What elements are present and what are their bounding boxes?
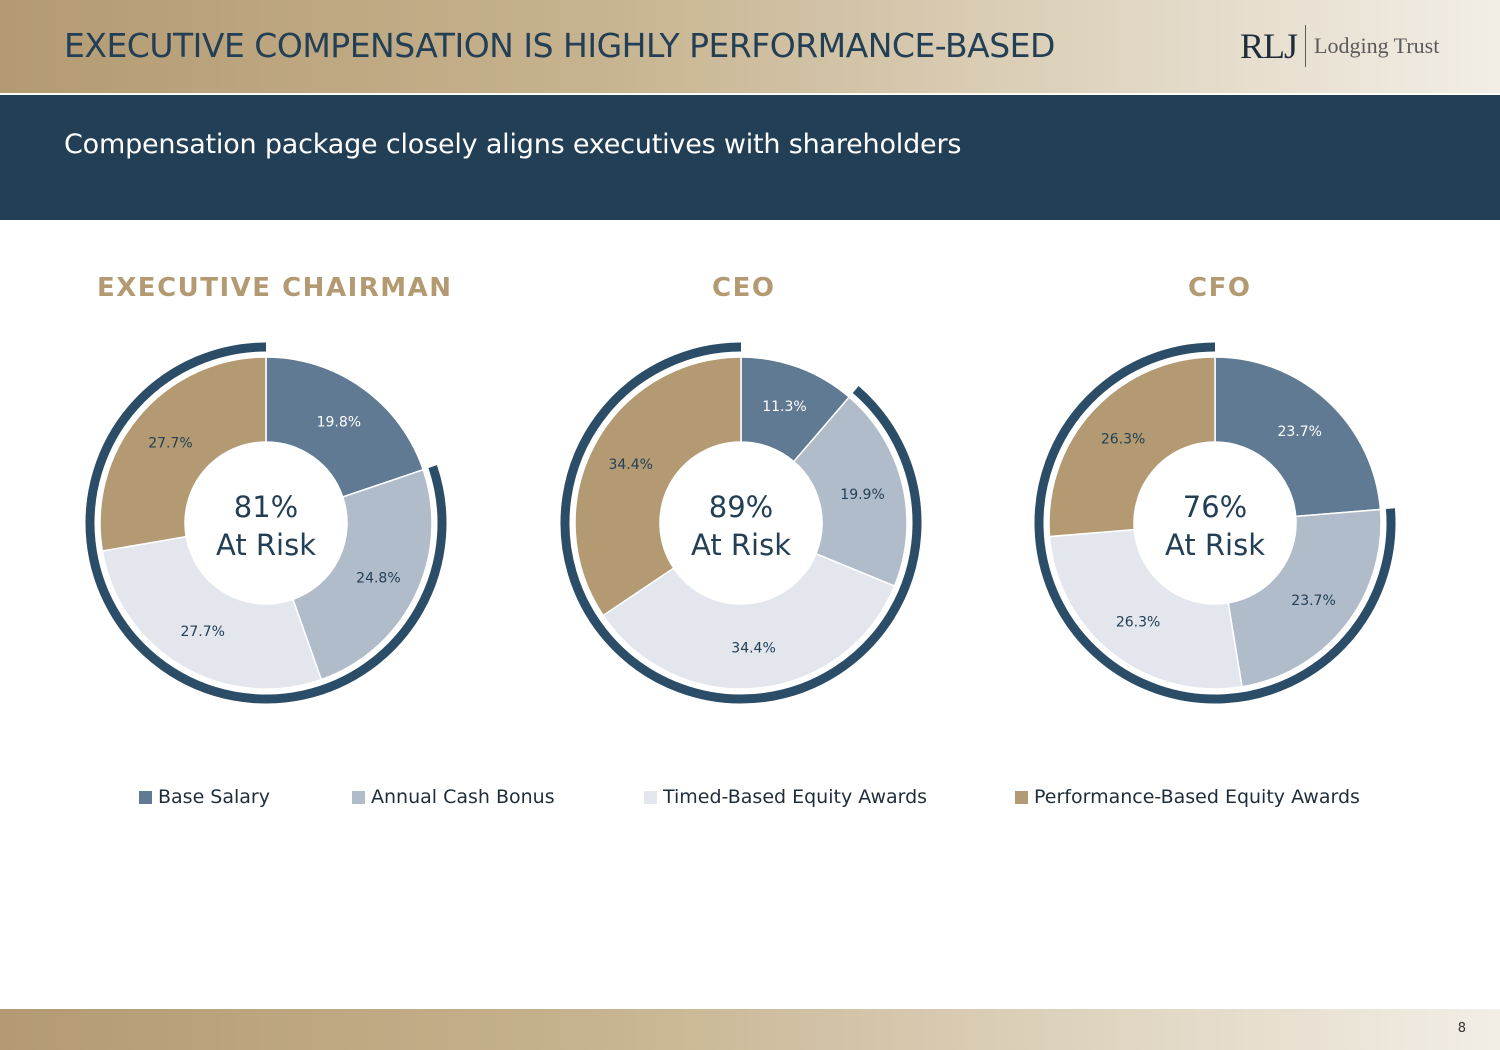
pie-slice-timed-based-equity-awards (1048, 528, 1243, 690)
slice-data-label: 26.3% (1101, 431, 1145, 447)
center-at-risk-value: 89% (709, 490, 773, 524)
company-logo: RLJ Lodging Trust (1240, 24, 1439, 68)
slice-data-label: 23.7% (1291, 593, 1335, 609)
center-at-risk-value: 81% (234, 490, 298, 524)
donut-hole (1135, 443, 1295, 603)
chart-title-ceo: CEO (712, 273, 776, 303)
donut-hole (186, 443, 346, 603)
center-at-risk-label: At Risk (1165, 528, 1265, 562)
chart-title-executive-chairman: EXECUTIVE CHAIRMAN (97, 273, 453, 303)
page-number: 8 (1457, 1021, 1466, 1036)
legend-label: Performance-Based Equity Awards (1034, 786, 1360, 808)
top-banner: EXECUTIVE COMPENSATION IS HIGHLY PERFORM… (0, 0, 1500, 93)
subtitle-band: Compensation package closely aligns exec… (0, 95, 1500, 220)
at-risk-arc (1034, 342, 1396, 704)
pie-slice-timed-based-equity-awards (602, 552, 896, 690)
pie-slice-performance-based-equity-awards (574, 356, 742, 617)
legend-swatch (352, 790, 365, 804)
legend-swatch (1015, 790, 1028, 804)
at-risk-arc (560, 342, 922, 704)
logo-mark: RLJ (1240, 26, 1298, 66)
pie-slice-timed-based-equity-awards (101, 535, 323, 690)
slice-data-label: 19.8% (317, 414, 361, 430)
pie-slice-performance-based-equity-awards (99, 356, 267, 552)
legend-label: Base Salary (158, 786, 270, 808)
donut-chart-1: 11.3% 19.9% 34.4% 34.4% 89% At Risk (560, 342, 922, 704)
bottom-banner: 8 (0, 1009, 1500, 1050)
pie-slice-base-salary (1214, 356, 1382, 518)
pie-slice-annual-cash-bonus (1227, 508, 1382, 688)
pie-slice-annual-cash-bonus (292, 468, 433, 681)
center-at-risk-label: At Risk (691, 528, 791, 562)
legend-item-annual-cash-bonus: Annual Cash Bonus (352, 786, 555, 808)
legend-swatch (644, 790, 657, 804)
slice-data-label: 27.7% (148, 435, 192, 451)
page-title: EXECUTIVE COMPENSATION IS HIGHLY PERFORM… (64, 26, 1055, 65)
donut-hole (661, 443, 821, 603)
legend-item-timed-based-equity: Timed-Based Equity Awards (644, 786, 927, 808)
logo-divider (1305, 25, 1307, 67)
slice-data-label: 11.3% (762, 399, 806, 415)
slice-data-label: 26.3% (1116, 615, 1160, 631)
legend-item-base-salary: Base Salary (139, 786, 270, 808)
legend-item-performance-based-equity: Performance-Based Equity Awards (1015, 786, 1360, 808)
slice-data-label: 24.8% (356, 571, 400, 587)
chart-title-cfo: CFO (1188, 273, 1252, 303)
donut-chart-2: 23.7% 23.7% 26.3% 26.3% 76% At Risk (1034, 342, 1396, 704)
legend-label: Annual Cash Bonus (371, 786, 555, 808)
slice-data-label: 27.7% (180, 624, 224, 640)
slice-data-label: 23.7% (1277, 424, 1321, 440)
legend-label: Timed-Based Equity Awards (663, 786, 928, 808)
pie-slice-performance-based-equity-awards (1048, 356, 1216, 538)
at-risk-arc (85, 342, 447, 704)
pie-slice-annual-cash-bonus (792, 396, 908, 588)
legend-swatch (139, 790, 152, 804)
center-at-risk-label: At Risk (216, 528, 316, 562)
slice-data-label: 19.9% (840, 487, 884, 503)
slice-data-label: 34.4% (731, 640, 775, 656)
pie-slice-base-salary (265, 356, 425, 498)
chart-legend: Base Salary Annual Cash Bonus Timed-Base… (0, 786, 1500, 816)
logo-text: Lodging Trust (1314, 33, 1440, 58)
page-subtitle: Compensation package closely aligns exec… (64, 129, 962, 160)
center-at-risk-value: 76% (1183, 490, 1247, 524)
slice-data-label: 34.4% (608, 457, 652, 473)
donut-chart-0: 19.8% 24.8% 27.7% 27.7% 81% At Risk (85, 342, 447, 704)
